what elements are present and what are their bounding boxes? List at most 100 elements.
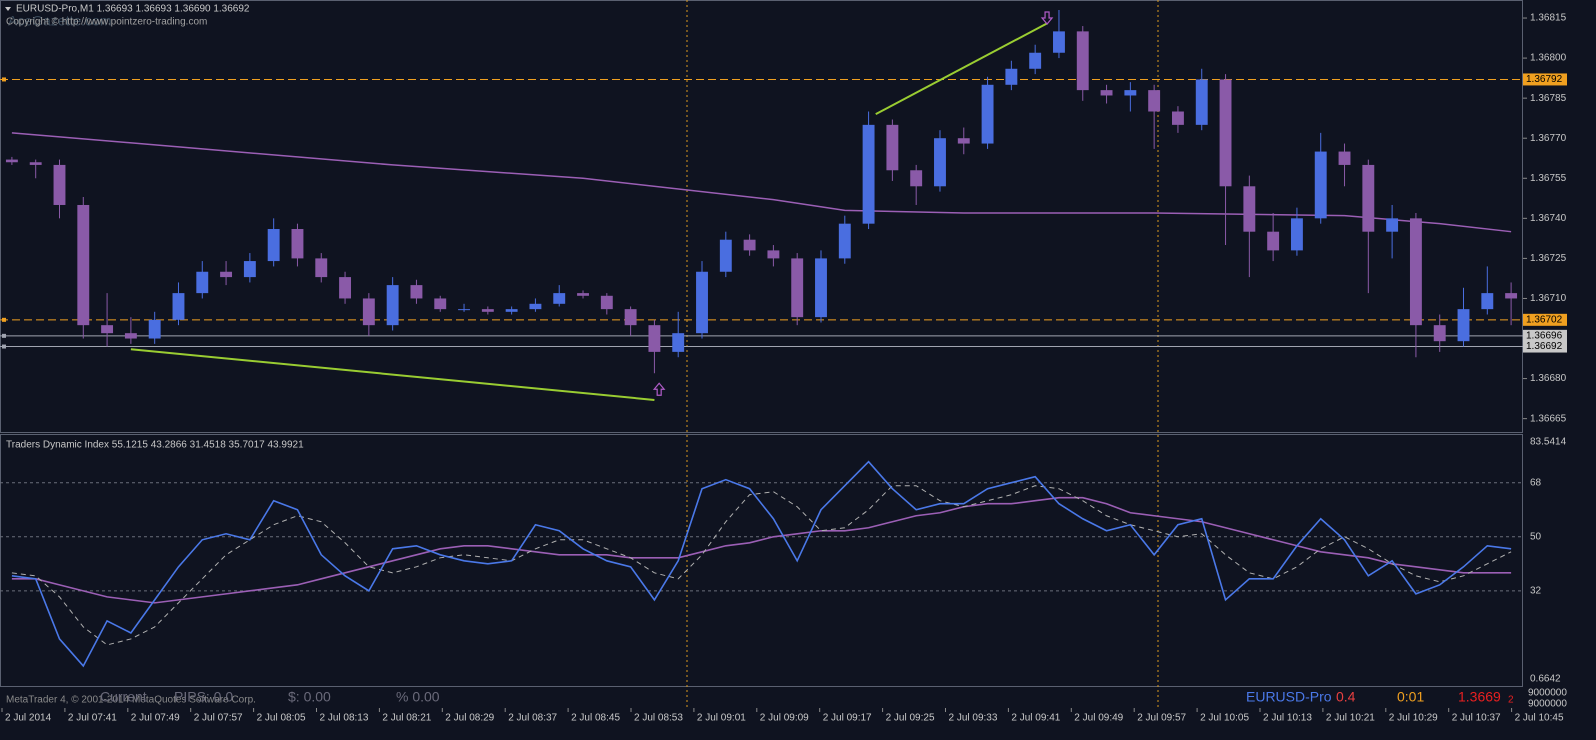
candle-body xyxy=(1386,218,1399,232)
y-tick-label: 1.36815 xyxy=(1530,13,1567,24)
candle-body xyxy=(767,250,780,259)
candle-body xyxy=(481,309,494,312)
price-label: 1.36692 xyxy=(1526,341,1563,352)
price: 1.3669 xyxy=(1458,689,1501,705)
candle-body xyxy=(101,325,114,334)
candle-body xyxy=(386,285,399,326)
y-tick-label: 1.36725 xyxy=(1530,253,1567,264)
x-tick-label: 2 Jul 09:09 xyxy=(760,713,809,724)
y-tick-label: 1.36710 xyxy=(1530,293,1567,304)
y-tick-label: 1.36740 xyxy=(1530,213,1567,224)
candle-body xyxy=(1100,90,1113,96)
x-tick-label: 2 Jul 07:57 xyxy=(194,713,243,724)
candle-body xyxy=(410,285,423,299)
candle-body xyxy=(696,271,708,334)
candle-body xyxy=(719,239,732,272)
candle-body xyxy=(1053,31,1065,53)
candle-body xyxy=(577,293,589,296)
y-tick-label: 32 xyxy=(1530,585,1542,596)
price-line-marker xyxy=(2,77,6,82)
candle-body xyxy=(267,229,280,262)
y-tick-label: 1.36770 xyxy=(1530,133,1567,144)
trendline xyxy=(875,22,1048,116)
price-label: 1.36792 xyxy=(1526,74,1563,85)
candle-body xyxy=(1457,309,1470,342)
price-label-box xyxy=(1523,73,1567,86)
candle-body xyxy=(815,258,827,318)
platform: MetaTrader 4, © 2001-2014 MetaQuotes Sof… xyxy=(6,695,256,706)
candle-body xyxy=(1171,111,1184,125)
candle-body xyxy=(1433,325,1446,342)
main-panel-frame xyxy=(0,0,1523,433)
candle-body xyxy=(339,277,352,299)
candle-body xyxy=(315,258,328,278)
y-tick-label: 1.36755 xyxy=(1530,173,1567,184)
indicator-panel-frame xyxy=(0,434,1523,687)
candle-body xyxy=(886,124,899,171)
candle-body xyxy=(600,295,613,310)
candle-body xyxy=(124,333,137,339)
x-tick-label: 2 Jul 08:29 xyxy=(445,713,494,724)
x-tick-label: 2 Jul 10:13 xyxy=(1263,713,1312,724)
moving-average xyxy=(11,132,1512,233)
candle-body xyxy=(53,164,66,205)
candle-body xyxy=(862,124,875,224)
candle-body xyxy=(791,258,804,318)
candle-body xyxy=(1409,218,1422,326)
candle-body xyxy=(220,271,233,278)
candle-body xyxy=(624,309,637,326)
price-label: 1.36702 xyxy=(1526,314,1563,325)
x-tick-label: 2 Jul 08:13 xyxy=(320,713,369,724)
candle-body xyxy=(362,298,375,326)
x-tick-label: 2 Jul 09:41 xyxy=(1011,713,1060,724)
candle-body xyxy=(672,333,685,352)
candle-body xyxy=(77,204,90,326)
trendline xyxy=(130,348,655,401)
price-label-box xyxy=(1523,340,1567,353)
price-label-box xyxy=(1523,329,1567,342)
y-tick-label: 1.36800 xyxy=(1530,53,1567,64)
candle-body xyxy=(934,138,946,187)
candle-body xyxy=(1290,218,1303,251)
candle-body xyxy=(957,138,970,144)
candle-body xyxy=(1076,31,1089,91)
y-tick-label: 1.36785 xyxy=(1530,93,1567,104)
candle-body xyxy=(1219,79,1232,187)
x-tick-label: 2 Jul 10:37 xyxy=(1452,713,1501,724)
candle-body xyxy=(29,162,42,165)
candle-body xyxy=(910,170,923,187)
x-tick-label: 2 Jul 2014 xyxy=(5,713,52,724)
candle-body xyxy=(505,309,518,312)
menu-triangle[interactable] xyxy=(5,7,11,11)
candle-body xyxy=(196,271,209,294)
price-digit: 2 xyxy=(1508,695,1514,706)
volume-top: 9000000 xyxy=(1528,688,1567,699)
candle-body xyxy=(172,293,185,320)
indicator-title: Traders Dynamic Index 55.1215 43.2866 31… xyxy=(6,440,304,451)
candle-body xyxy=(1124,90,1137,96)
price-line-marker xyxy=(2,344,6,349)
indicator-line xyxy=(11,460,1512,668)
symbol: EURUSD-Pro xyxy=(1246,689,1332,705)
signal-arrow xyxy=(652,382,666,396)
x-tick-label: 2 Jul 09:01 xyxy=(697,713,746,724)
indicator-line xyxy=(11,496,1512,604)
candle-body xyxy=(529,303,542,310)
indicator-line xyxy=(11,485,1512,646)
status-bar: MetaTrader 4, © 2001-2014 MetaQuotes Sof… xyxy=(6,688,1567,710)
symbol-line: EURUSD-Pro,M1 1.36693 1.36693 1.36690 1.… xyxy=(16,4,250,15)
signal-arrow xyxy=(1040,11,1054,25)
copyright: Copyright © http://www.pointzero-trading… xyxy=(6,17,207,28)
timer: 0:01 xyxy=(1397,689,1424,705)
candle-body xyxy=(243,261,256,278)
x-tick-label: 2 Jul 08:21 xyxy=(382,713,431,724)
candle-body xyxy=(1267,231,1280,251)
x-tick-label: 2 Jul 10:45 xyxy=(1515,713,1564,724)
candle-body xyxy=(458,309,470,311)
x-tick-label: 2 Jul 09:33 xyxy=(949,713,998,724)
candle-body xyxy=(1148,90,1161,112)
x-tick-label: 2 Jul 09:25 xyxy=(886,713,935,724)
